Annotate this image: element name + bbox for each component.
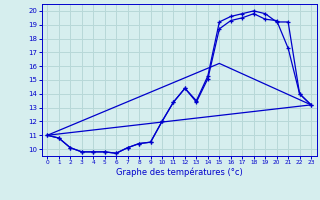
X-axis label: Graphe des températures (°c): Graphe des températures (°c) — [116, 168, 243, 177]
